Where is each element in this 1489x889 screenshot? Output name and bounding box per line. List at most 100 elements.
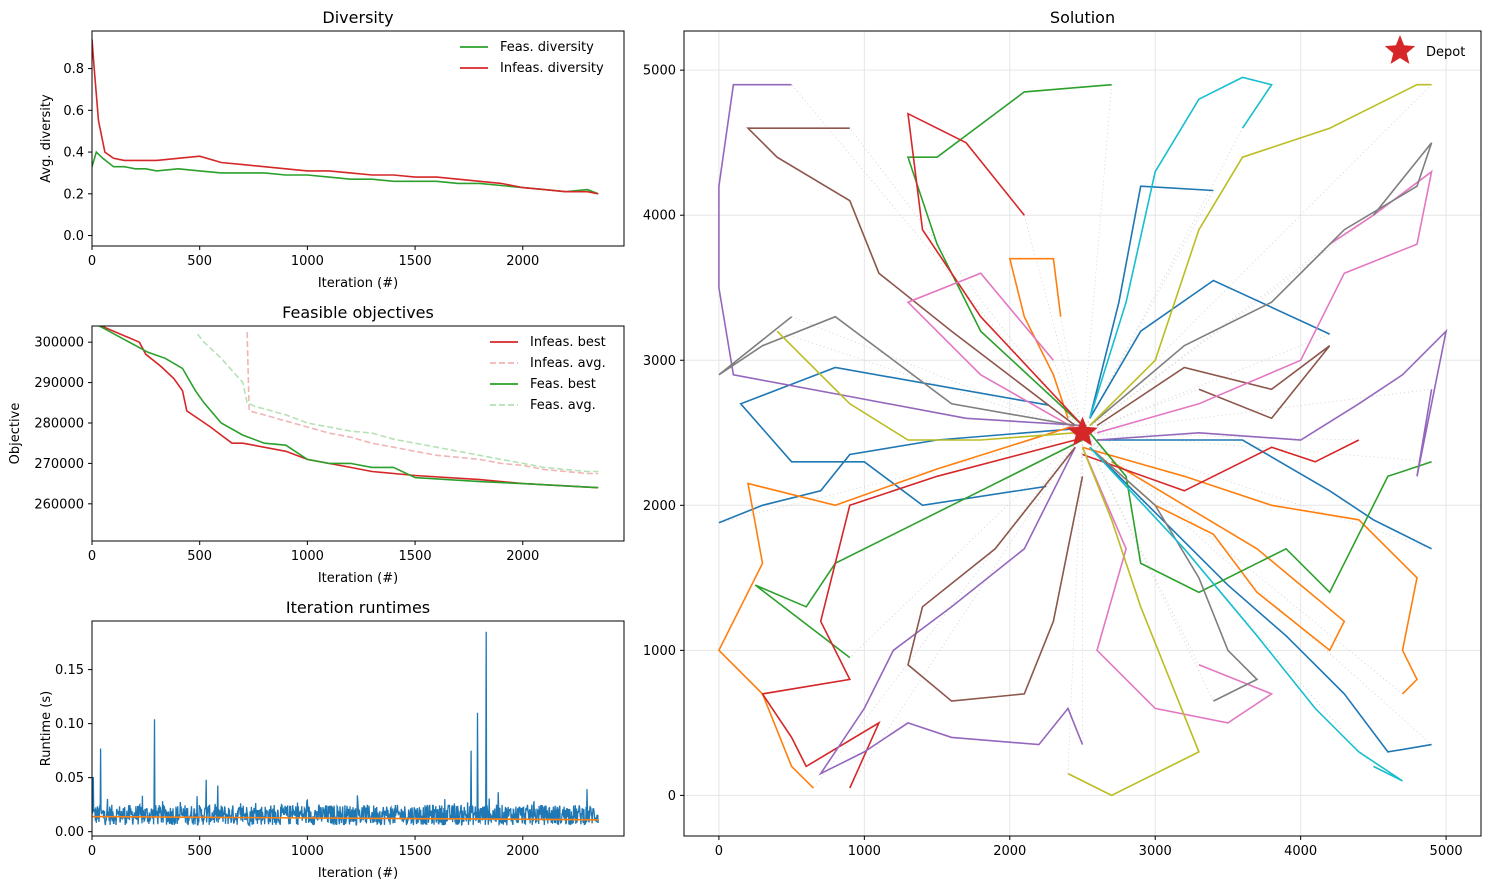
depot-spoke: [791, 316, 1083, 434]
x-tick-label: 1000: [848, 844, 881, 859]
iteration-runtimes-panel: 0 500 1000 1500 2000 0.00 0.05 0.10 0.15 Iteratio…: [39, 598, 625, 881]
x-axis-label: Iteration (#): [318, 571, 398, 586]
depot-spoke: [1082, 333, 1330, 434]
route-line: [1089, 83, 1432, 427]
plot-area: [717, 76, 1448, 797]
x-axis-label: Iteration (#): [318, 276, 398, 291]
y-tick-label: 0.10: [55, 717, 84, 732]
route-line: [746, 127, 1076, 427]
x-tick-label: 1000: [291, 549, 324, 564]
route-line: [718, 427, 1080, 524]
x-tick-label: 500: [187, 844, 212, 859]
x-tick-label: 2000: [506, 844, 539, 859]
x-tick-label: 1500: [399, 549, 432, 564]
x-tick-label: 1000: [291, 254, 324, 269]
depot-spoke: [1082, 127, 1243, 433]
y-tick-label: 280000: [34, 416, 84, 431]
x-tick-label: 500: [187, 254, 212, 269]
y-tick-label: 0.4: [63, 146, 84, 161]
legend-label: Feas. avg.: [530, 398, 596, 413]
route-line: [754, 439, 1083, 659]
route-line: [1096, 169, 1433, 434]
depot-marker: [1067, 416, 1098, 446]
route-line: [907, 112, 1084, 427]
route-line: [1096, 453, 1432, 753]
x-tick-label: 3000: [1139, 844, 1172, 859]
axes-frame: [91, 325, 625, 542]
chart-title: Solution: [1050, 8, 1115, 27]
series-feas-avg-line: [196, 333, 599, 473]
route-line: [1008, 257, 1069, 419]
y-tick-label: 0.15: [55, 663, 84, 678]
route-line: [1097, 439, 1432, 550]
depot-spoke: [1074, 425, 1083, 434]
depot-spoke: [1082, 432, 1214, 702]
route-line: [718, 83, 1083, 427]
axes-frame: [683, 30, 1482, 837]
depot-spoke: [1082, 388, 1199, 434]
series-feas-diversity-line: [92, 150, 599, 195]
x-tick-label: 0: [715, 844, 723, 859]
depot-spoke: [1082, 388, 1432, 434]
x-tick-label: 0: [88, 549, 96, 564]
chart-title: Feasible objectives: [282, 303, 434, 322]
route-line: [1081, 446, 1274, 724]
legend-label: Feas. best: [530, 377, 596, 392]
y-axis-label: Runtime (s): [39, 691, 54, 766]
depot-spoke: [1045, 432, 1083, 487]
plot-area: [92, 39, 599, 195]
y-tick-label: 2000: [643, 499, 676, 514]
y-tick-label: 1000: [643, 644, 676, 659]
depot-spoke: [1082, 432, 1200, 666]
y-tick-label: 260000: [34, 497, 84, 512]
y-tick-label: 0.6: [63, 104, 84, 119]
legend-depot-swatch: [1384, 35, 1416, 64]
route-line: [1096, 328, 1448, 477]
x-axis-label: Iteration (#): [318, 866, 398, 881]
route-line: [906, 83, 1112, 427]
route-line: [1089, 432, 1432, 594]
route-line: [1082, 446, 1418, 695]
route-line: [1089, 142, 1433, 427]
chart-title: Diversity: [322, 8, 393, 27]
x-tick-label: 1500: [399, 254, 432, 269]
depot-spoke: [1082, 214, 1374, 434]
x-tick-label: 1000: [291, 844, 324, 859]
route-line: [1067, 447, 1200, 797]
route-line: [718, 315, 1076, 427]
y-axis-label: Objective: [8, 403, 23, 465]
legend-label: Feas. diversity: [500, 40, 594, 55]
depot-spoke: [1082, 432, 1112, 463]
y-tick-label: 0.00: [55, 825, 84, 840]
route-line: [1082, 439, 1360, 492]
diversity-panel: 0 500 1000 1500 2000 0.0 0.2 0.4 0.6 0.8 Diversity…: [39, 8, 625, 291]
series-feas-best-line: [97, 326, 599, 489]
route-line: [906, 272, 1083, 434]
axes-frame: [91, 30, 625, 247]
depot-spoke: [1082, 432, 1374, 767]
depot-spoke: [718, 432, 1083, 524]
route-line: [1089, 446, 1346, 652]
legend-label: Depot: [1426, 45, 1465, 60]
series-infeas-best-line: [99, 326, 599, 489]
x-tick-label: 0: [88, 844, 96, 859]
route-line: [1089, 76, 1273, 419]
y-tick-label: 4000: [643, 209, 676, 224]
route-line: [739, 366, 1050, 507]
y-tick-label: 0.2: [63, 187, 84, 202]
route-line: [761, 439, 1076, 789]
x-tick-label: 2000: [506, 549, 539, 564]
y-tick-label: 290000: [34, 376, 84, 391]
series-runtime-line: [92, 631, 599, 828]
x-tick-label: 1500: [399, 844, 432, 859]
depot-spoke: [849, 432, 1083, 789]
y-tick-label: 300000: [34, 336, 84, 351]
route-line: [818, 446, 1084, 776]
route-line: [1096, 345, 1331, 427]
y-tick-label: 0.8: [63, 62, 84, 77]
x-tick-label: 0: [88, 254, 96, 269]
legend-label: Infeas. diversity: [500, 61, 604, 76]
route-line: [717, 424, 1076, 789]
series-infeas-avg-line: [246, 332, 599, 475]
